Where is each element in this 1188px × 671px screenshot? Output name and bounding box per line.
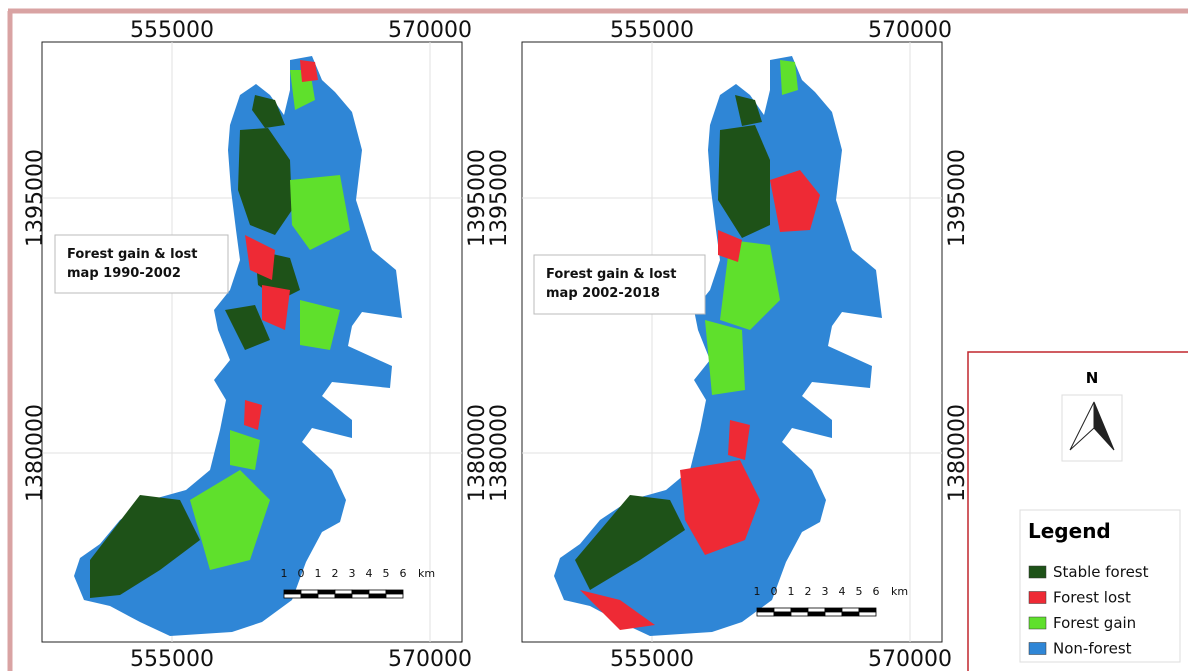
scale-label: 2 xyxy=(805,585,812,598)
scale-label: 4 xyxy=(839,585,846,598)
scale-segment xyxy=(284,590,301,594)
scale-segment xyxy=(859,608,876,612)
scale-segment xyxy=(386,594,403,598)
map-title: Forest gain & lost xyxy=(546,267,677,282)
scale-segment xyxy=(386,590,403,594)
scale-label: 5 xyxy=(856,585,863,598)
scale-segment xyxy=(774,608,791,612)
scale-label: 4 xyxy=(366,567,373,580)
x-coordinate-label: 555000 xyxy=(610,18,694,43)
scale-segment xyxy=(284,594,301,598)
scale-segment xyxy=(808,612,825,616)
scale-segment xyxy=(301,590,318,594)
north-label: N xyxy=(1086,369,1099,387)
scale-segment xyxy=(352,590,369,594)
scale-label: 0 xyxy=(771,585,778,598)
scale-segment xyxy=(842,612,859,616)
map-title-box xyxy=(534,255,705,314)
scale-segment xyxy=(335,594,352,598)
scale-segment xyxy=(318,594,335,598)
x-coordinate-label: 555000 xyxy=(130,647,214,671)
y-coordinate-label: 1380000 xyxy=(945,404,970,502)
y-coordinate-label: 1395000 xyxy=(487,149,512,247)
scale-label: 1 xyxy=(788,585,795,598)
y-coordinate-label: 1395000 xyxy=(23,149,48,247)
legend-label: Non-forest xyxy=(1053,640,1132,658)
legend-panel: N Legend Stable forest Forest lost Forest … xyxy=(968,352,1188,671)
scale-label: 1 xyxy=(315,567,322,580)
scale-segment xyxy=(369,594,386,598)
x-coordinate-label: 555000 xyxy=(610,647,694,671)
land-cover-patch xyxy=(705,320,745,395)
scale-label: 6 xyxy=(400,567,407,580)
legend-label: Forest lost xyxy=(1053,589,1131,607)
map-title: map 1990-2002 xyxy=(67,266,181,281)
legend-swatch xyxy=(1029,566,1046,578)
legend-label: Forest gain xyxy=(1053,614,1136,632)
page: 5550005550005700005700001395000139500013… xyxy=(0,0,1188,671)
legend-swatch xyxy=(1029,643,1046,655)
scale-segment xyxy=(369,590,386,594)
scale-segment xyxy=(301,594,318,598)
scale-segment xyxy=(842,608,859,612)
scale-label: 2 xyxy=(332,567,339,580)
scale-label: 1 xyxy=(281,567,288,580)
scale-segment xyxy=(774,612,791,616)
map-title: map 2002-2018 xyxy=(546,286,660,301)
scale-segment xyxy=(757,612,774,616)
scale-label: 6 xyxy=(873,585,880,598)
scale-segment xyxy=(808,608,825,612)
y-coordinate-label: 1380000 xyxy=(23,404,48,502)
map-title: Forest gain & lost xyxy=(67,247,198,262)
scale-segment xyxy=(825,608,842,612)
map-title-box xyxy=(55,235,228,293)
legend-label: Stable forest xyxy=(1053,563,1149,581)
x-coordinate-label: 570000 xyxy=(868,647,952,671)
scale-label: 3 xyxy=(822,585,829,598)
legend-swatch xyxy=(1029,617,1046,629)
scale-segment xyxy=(825,612,842,616)
scale-segment xyxy=(859,612,876,616)
scale-label: km xyxy=(891,585,908,598)
x-coordinate-label: 570000 xyxy=(388,18,472,43)
land-cover-patch xyxy=(780,60,798,95)
scale-label: 1 xyxy=(754,585,761,598)
scale-segment xyxy=(757,608,774,612)
scale-label: 0 xyxy=(298,567,305,580)
x-coordinate-label: 570000 xyxy=(868,18,952,43)
legend-title: Legend xyxy=(1028,519,1111,543)
scale-label: km xyxy=(418,567,435,580)
x-coordinate-label: 555000 xyxy=(130,18,214,43)
scale-segment xyxy=(352,594,369,598)
y-coordinate-label: 1380000 xyxy=(487,404,512,502)
scale-segment xyxy=(791,612,808,616)
scale-segment xyxy=(318,590,335,594)
scale-segment xyxy=(791,608,808,612)
y-coordinate-label: 1395000 xyxy=(945,149,970,247)
legend-swatch xyxy=(1029,592,1046,604)
scale-label: 5 xyxy=(383,567,390,580)
scale-segment xyxy=(335,590,352,594)
x-coordinate-label: 570000 xyxy=(388,647,472,671)
scale-label: 3 xyxy=(349,567,356,580)
